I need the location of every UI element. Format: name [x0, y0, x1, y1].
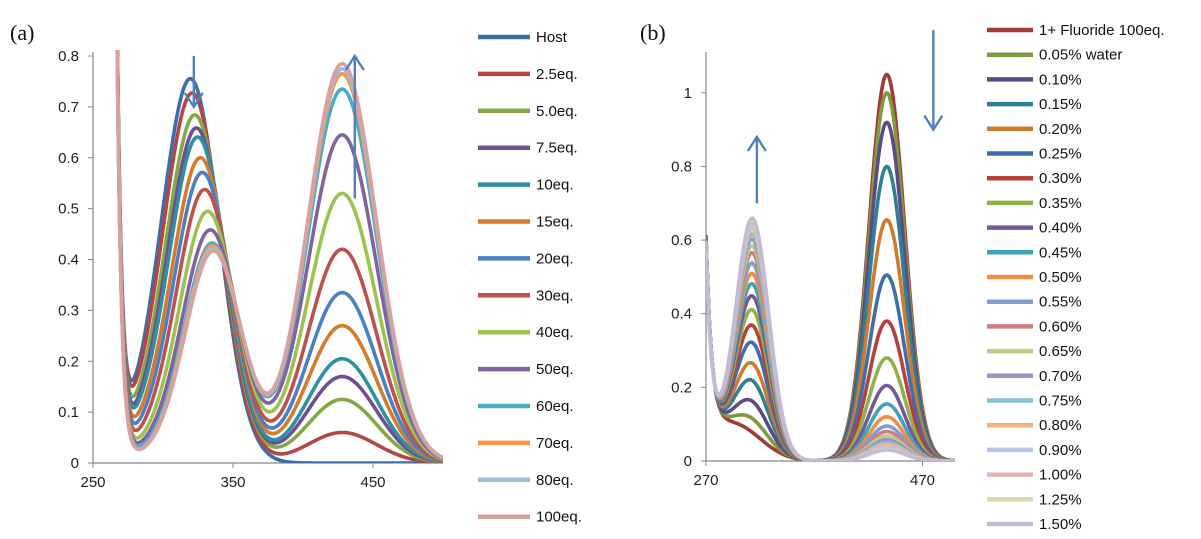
legend-label: 1.00% [1039, 467, 1082, 484]
legend-label: 0.65% [1039, 343, 1082, 360]
legend-label: 1.25% [1039, 491, 1082, 508]
series-group [706, 72, 955, 461]
legend-label: 0.10% [1039, 71, 1082, 88]
legend-label: 0.90% [1039, 442, 1082, 459]
x-tick-label: 250 [80, 474, 105, 491]
y-tick-label: 0.8 [671, 158, 692, 175]
legend-label: 0.50% [1039, 269, 1082, 286]
series-line [115, 50, 443, 460]
series-line [115, 50, 443, 461]
legend-label: Host [536, 29, 568, 46]
y-tick-label: 0 [684, 453, 692, 470]
x-tick-label: 270 [693, 472, 718, 489]
series-line [706, 216, 955, 461]
trend-arrow-head [746, 134, 767, 152]
x-tick-label: 470 [910, 472, 935, 489]
legend-label: 0.60% [1039, 318, 1082, 335]
y-tick-label: 0.8 [58, 48, 79, 65]
trend-arrow-head [923, 114, 944, 132]
series-line [115, 50, 443, 462]
legend-label: 0.80% [1039, 417, 1082, 434]
legend-label: 0.55% [1039, 294, 1082, 311]
chart-panel-b: 0 0.2 0.4 0.6 0.8 1 270 470 (b) 1+ Fluoride 100eq… [640, 20, 1165, 533]
y-tick-label: 0 [71, 455, 79, 472]
legend-label: 0.20% [1039, 121, 1082, 138]
legend: 1+ Fluoride 100eq. 0.05% water 0.10% 0.15% 0… [987, 22, 1165, 533]
legend-label: 0.40% [1039, 220, 1082, 237]
legend-label: 70eq. [536, 435, 574, 452]
y-tick-label: 0.4 [58, 252, 79, 269]
trend-arrow-head [183, 92, 204, 110]
legend-label: 60eq. [536, 398, 574, 415]
legend-label: 100eq. [536, 509, 582, 526]
legend-label: 2.5eq. [536, 66, 578, 83]
legend-label: 15eq. [536, 214, 574, 231]
legend-label: 1+ Fluoride 100eq. [1039, 22, 1165, 39]
y-tick-label: 0.3 [58, 302, 79, 319]
legend-label: 0.70% [1039, 368, 1082, 385]
y-tick-label: 0.1 [58, 404, 79, 421]
legend-label: 20eq. [536, 250, 574, 267]
y-tick-label: 0.7 [58, 99, 79, 116]
legend-label: 5.0eq. [536, 103, 578, 120]
series-line [115, 50, 443, 463]
legend-label: 30eq. [536, 287, 574, 304]
legend-label: 80eq. [536, 472, 574, 489]
legend-label: 0.15% [1039, 96, 1082, 113]
y-tick-label: 0.2 [58, 353, 79, 370]
series-line [115, 50, 443, 463]
y-tick-label: 0.4 [671, 306, 692, 323]
y-tick-label: 0.6 [671, 232, 692, 249]
legend-label: 0.75% [1039, 393, 1082, 410]
trend-arrow-head [344, 53, 365, 71]
legend-label: 10eq. [536, 177, 574, 194]
series-line [115, 50, 443, 463]
series-line [115, 50, 443, 463]
series-line [115, 50, 443, 463]
y-tick-label: 1 [684, 85, 692, 102]
series-group [115, 50, 443, 463]
legend-label: 50eq. [536, 361, 574, 378]
legend-label: 0.45% [1039, 244, 1082, 261]
x-tick-label: 450 [360, 474, 385, 491]
panel-label: (b) [640, 20, 666, 45]
x-tick-label: 350 [220, 474, 245, 491]
y-tick-label: 0.2 [671, 379, 692, 396]
series-line [115, 50, 443, 462]
legend-label: 40eq. [536, 324, 574, 341]
chart-panel-a: 0 0.1 0.2 0.3 0.4 0.5 0.6 0.7 0.8 250 350 450 (a) Hos… [10, 20, 582, 526]
legend-label: 1.50% [1039, 516, 1082, 533]
legend-label: 0.30% [1039, 170, 1082, 187]
panel-label: (a) [10, 20, 34, 45]
legend-label: 7.5eq. [536, 140, 578, 157]
series-line [115, 50, 443, 463]
legend-label: 0.35% [1039, 195, 1082, 212]
y-tick-label: 0.6 [58, 150, 79, 167]
legend-label: 0.05% water [1039, 47, 1122, 64]
y-tick-label: 0.5 [58, 201, 79, 218]
series-line [115, 50, 443, 463]
legend-label: 0.25% [1039, 146, 1082, 163]
legend: Host 2.5eq. 5.0eq. 7.5eq. 10eq. 15eq. 20eq. 30e… [478, 29, 582, 526]
